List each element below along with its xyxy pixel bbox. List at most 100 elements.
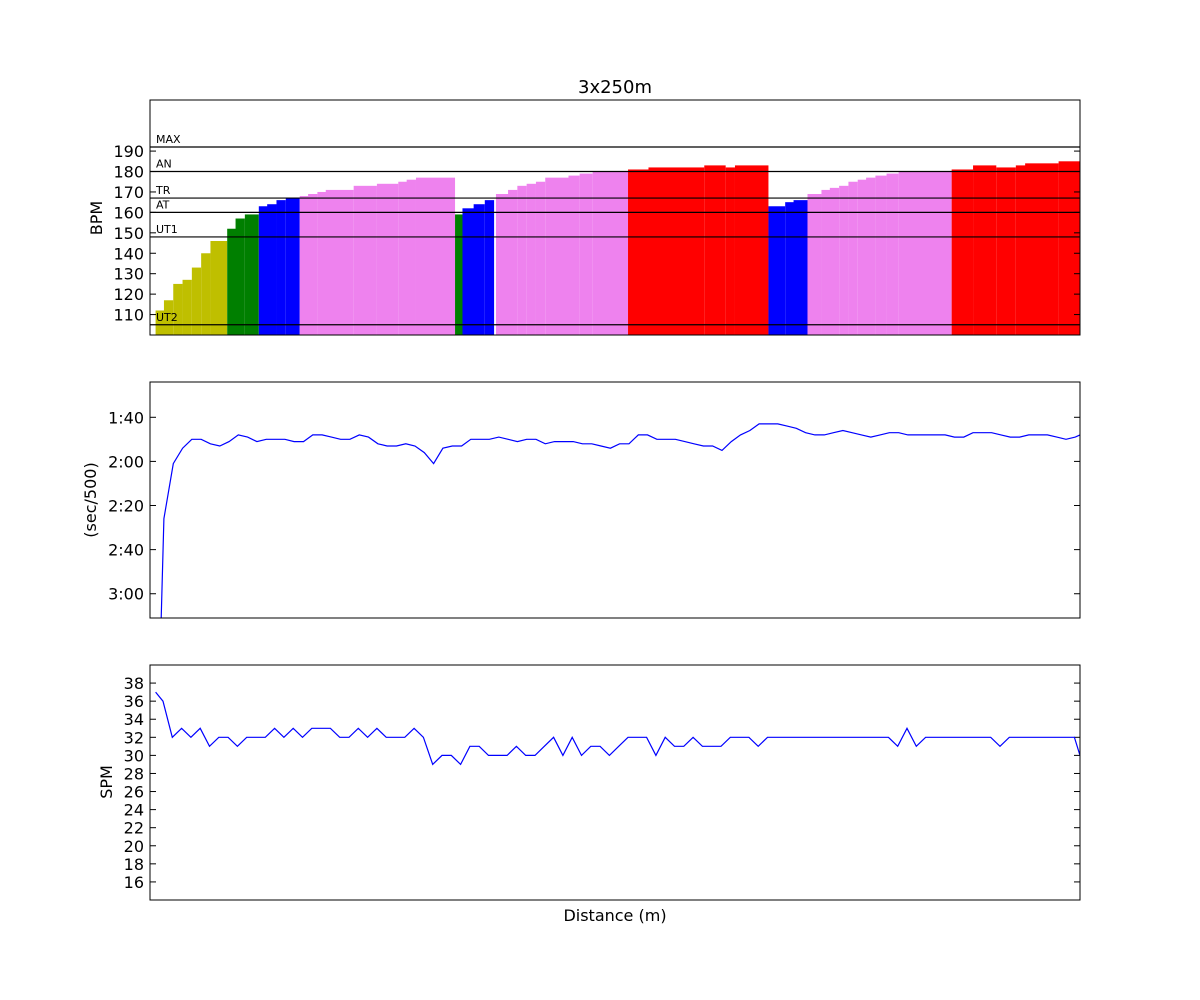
heart-rate-bar: [235, 218, 245, 335]
heart-rate-bar: [415, 177, 456, 335]
heart-rate-bar: [704, 165, 726, 335]
zone-label-tr: TR: [155, 184, 171, 197]
heart-rate-bar: [258, 206, 269, 335]
heart-rate-bar: [317, 191, 327, 335]
heart-rate-bar: [526, 183, 536, 335]
heart-rate-bar: [455, 214, 464, 335]
heart-rate-bar: [973, 165, 997, 335]
heart-rate-bar: [535, 181, 546, 335]
stroke-rate-y-tick-label: 36: [124, 692, 144, 711]
heart-rate-bar: [473, 204, 485, 335]
heart-rate-bar: [1025, 163, 1059, 335]
heart-rate-y-tick-label: 130: [113, 265, 144, 284]
stroke-rate-plot-frame: [149, 664, 1081, 901]
heart-rate-bar: [866, 177, 876, 335]
heart-rate-bar: [807, 194, 822, 335]
heart-rate-bar: [886, 173, 899, 335]
heart-rate-y-tick-label: 190: [113, 142, 144, 161]
zone-label-at: AT: [156, 198, 170, 211]
stroke-rate-y-tick-label: 34: [124, 710, 144, 729]
heart-rate-bar: [829, 187, 840, 335]
heart-rate-y-tick-label: 170: [113, 183, 144, 202]
stroke-rate-y-tick-label: 16: [124, 873, 144, 892]
heart-rate-bar: [163, 300, 174, 335]
heart-rate-bar: [376, 183, 399, 335]
heart-rate-bar: [406, 179, 416, 335]
x-axis-label: Distance (m): [563, 906, 666, 925]
heart-rate-bar: [579, 173, 593, 335]
heart-rate-y-tick-label: 120: [113, 285, 144, 304]
pace-y-tick-label: 2:40: [108, 541, 144, 560]
heart-rate-bar: [182, 279, 192, 335]
heart-rate-bar: [155, 310, 165, 335]
pace-plot-frame: [149, 381, 1081, 619]
pace-y-tick-label: 2:20: [108, 497, 144, 516]
heart-rate-bar: [227, 228, 237, 335]
zone-label-ut2: UT2: [156, 311, 178, 324]
heart-rate-bar: [821, 189, 831, 335]
heart-rate-y-tick-label: 110: [113, 306, 144, 325]
heart-rate-bar: [191, 267, 202, 335]
heart-rate-y-tick-label: 180: [113, 163, 144, 182]
heart-rate-bar: [875, 175, 887, 335]
stroke-rate-y-tick-label: 32: [124, 728, 144, 747]
pace-series-line: [160, 423, 1081, 619]
heart-rate-bar: [285, 198, 300, 335]
heart-rate-y-axis-label: BPM: [87, 201, 106, 235]
chart-title: 3x250m: [578, 77, 652, 98]
heart-rate-bar: [508, 189, 518, 335]
heart-rate-bar: [1015, 165, 1027, 335]
heart-rate-bar: [785, 202, 795, 335]
heart-rate-bar: [201, 253, 211, 335]
heart-rate-bar: [353, 185, 377, 335]
heart-rate-bar: [857, 179, 868, 335]
stroke-rate-y-tick-label: 26: [124, 783, 144, 802]
heart-rate-bar: [568, 175, 580, 335]
heart-rate-bar: [210, 241, 228, 335]
heart-rate-bar: [484, 200, 495, 335]
heart-rate-bar: [308, 194, 318, 335]
heart-rate-y-tick-label: 150: [113, 224, 144, 243]
pace-y-tick-label: 2:00: [108, 452, 144, 471]
pace-y-tick-label: 3:00: [108, 585, 144, 604]
heart-rate-bar: [725, 167, 735, 335]
pace-y-ticks: 1:40 2:00 2:20 2:40 3:00: [108, 408, 1080, 604]
heart-rate-bar: [173, 283, 183, 335]
stroke-rate-y-tick-label: 38: [124, 674, 144, 693]
heart-rate-bar: [1058, 161, 1080, 335]
stroke-rate-y-tick-label: 20: [124, 837, 144, 856]
heart-rate-bar: [793, 200, 808, 335]
heart-rate-bar: [839, 185, 849, 335]
heart-rate-bar: [734, 165, 769, 335]
heart-rate-y-tick-label: 160: [113, 203, 144, 222]
pace-panel: (sec/500) 1:40 2:00 2:20 2:40 3:00: [81, 381, 1081, 619]
heart-rate-plot-frame: [149, 99, 1081, 336]
stroke-rate-y-tick-label: 22: [124, 819, 144, 838]
heart-rate-bar: [244, 214, 259, 335]
zone-label-an: AN: [156, 158, 172, 171]
heart-rate-bar: [592, 171, 629, 335]
heart-rate-bar: [267, 204, 277, 335]
heart-rate-bar: [996, 167, 1016, 335]
pace-y-axis-label: (sec/500): [81, 462, 100, 537]
heart-rate-bar: [898, 171, 952, 335]
heart-rate-y-tick-label: 140: [113, 244, 144, 263]
heart-rate-bar: [951, 169, 974, 335]
pace-y-tick-label: 1:40: [108, 408, 144, 427]
heart-rate-bar: [768, 206, 786, 335]
heart-rate-bars: [155, 161, 1080, 335]
heart-rate-bar: [517, 185, 527, 335]
heart-rate-bar: [495, 194, 509, 335]
stroke-rate-y-tick-label: 28: [124, 764, 144, 783]
heart-rate-bar: [299, 196, 310, 335]
stroke-rate-series-line: [155, 691, 1081, 766]
stroke-rate-y-tick-label: 24: [124, 801, 144, 820]
heart-rate-bar: [648, 167, 705, 335]
stroke-rate-y-axis-label: SPM: [97, 765, 116, 799]
